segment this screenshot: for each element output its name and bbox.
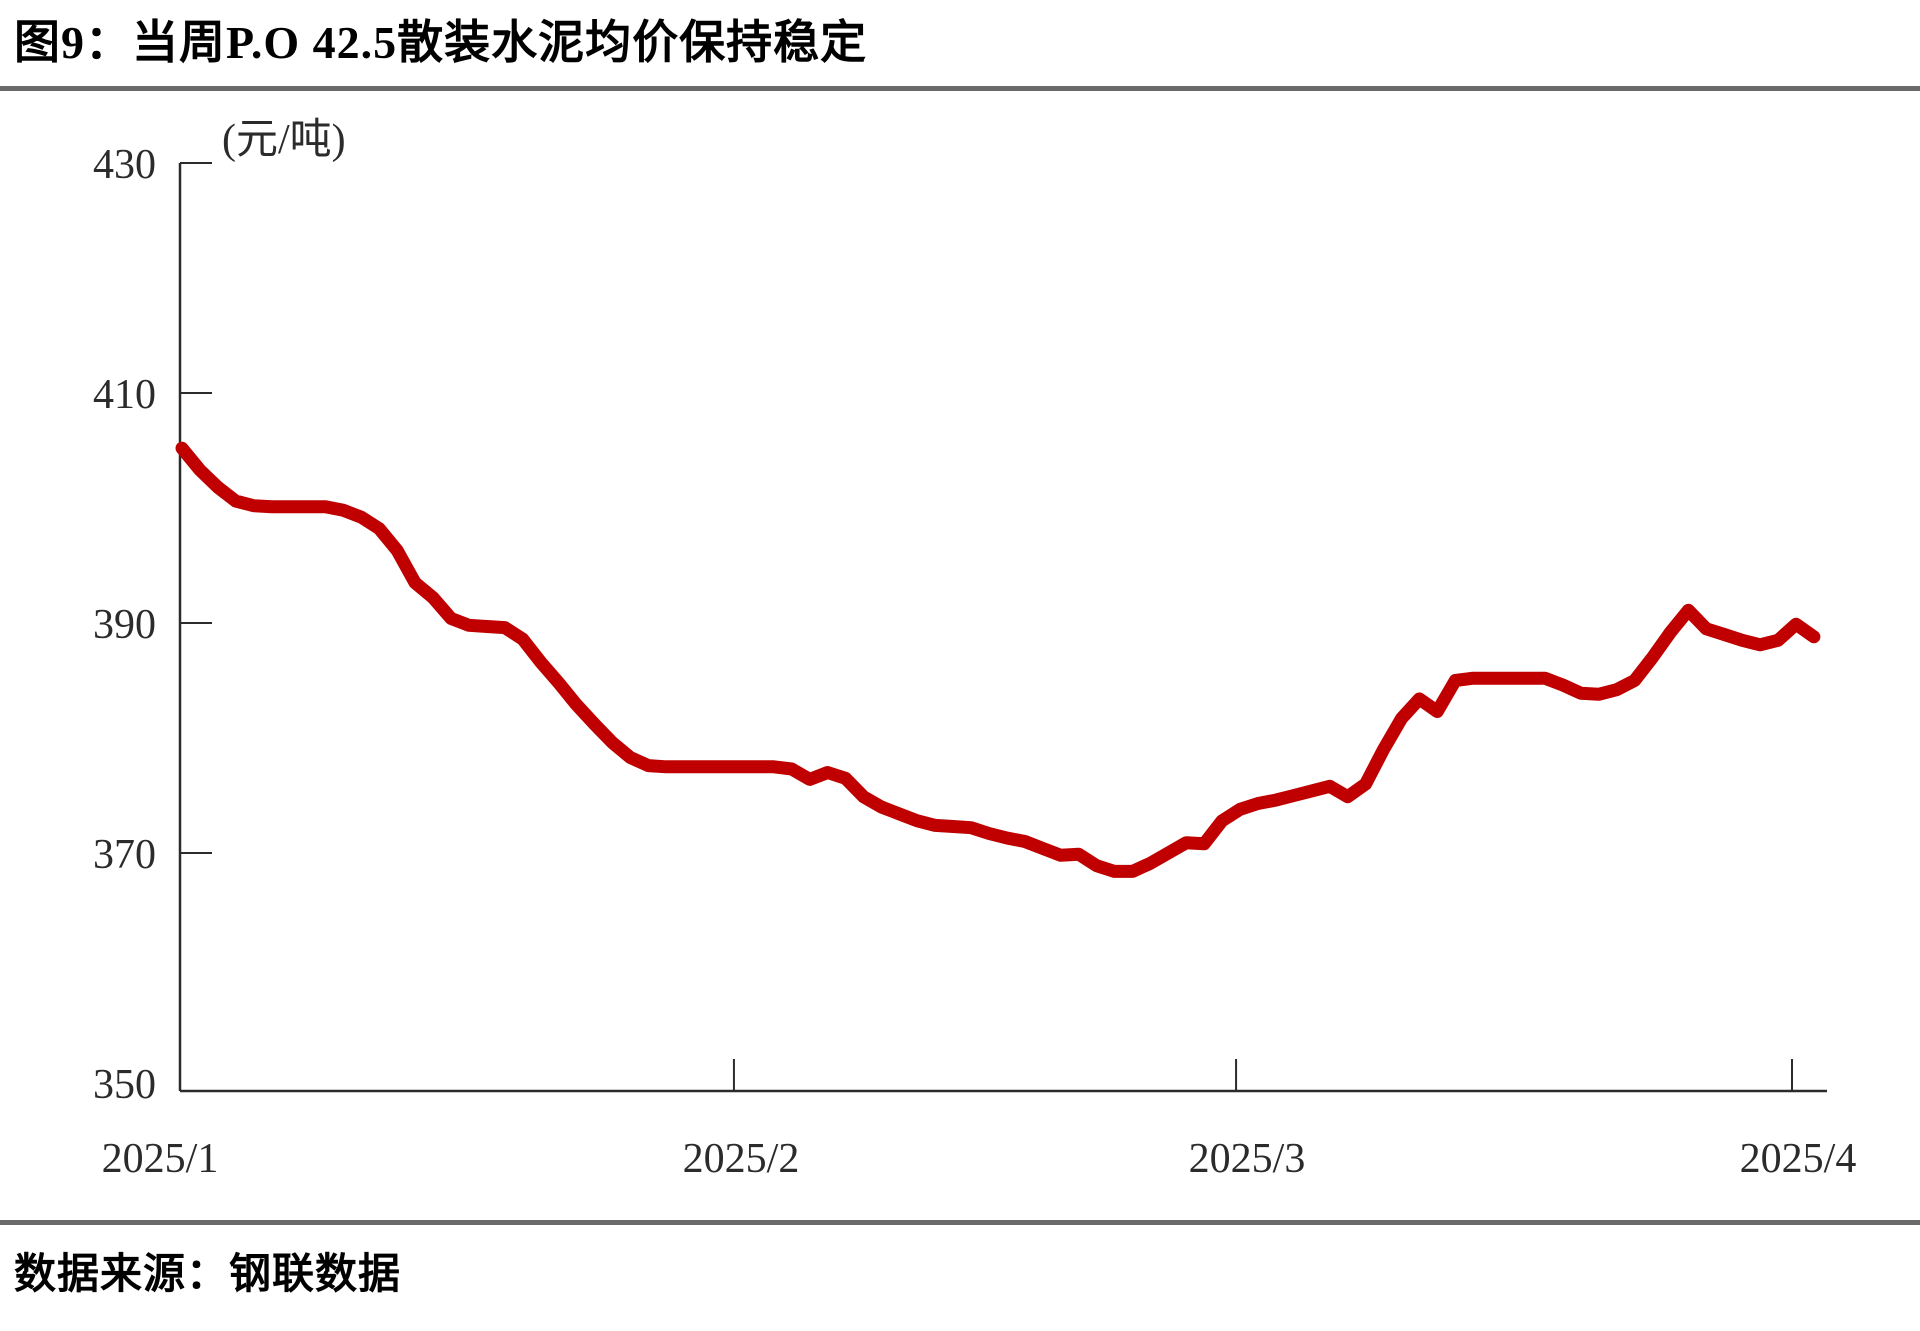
y-tick-label: 370	[93, 832, 156, 878]
x-tick-label: 2025/1	[102, 1136, 219, 1182]
figure-title: 图9：当周P.O 42.5散装水泥均价保持稳定	[14, 17, 868, 68]
y-tick-label: 390	[93, 602, 156, 648]
y-tick-label: 410	[93, 372, 156, 418]
x-tick-label: 2025/4	[1740, 1136, 1857, 1182]
cement-price-series-line	[175, 441, 1821, 878]
data-source-note: 数据来源：钢联数据	[14, 1252, 402, 1298]
y-axis-unit-label: (元/吨)	[222, 117, 346, 163]
title-divider	[0, 86, 1920, 91]
x-tick-label: 2025/2	[683, 1136, 800, 1182]
x-tick-label: 2025/3	[1189, 1136, 1306, 1182]
y-tick-label: 350	[93, 1062, 156, 1108]
y-tick-label: 430	[93, 142, 156, 188]
footer-divider	[0, 1220, 1920, 1225]
